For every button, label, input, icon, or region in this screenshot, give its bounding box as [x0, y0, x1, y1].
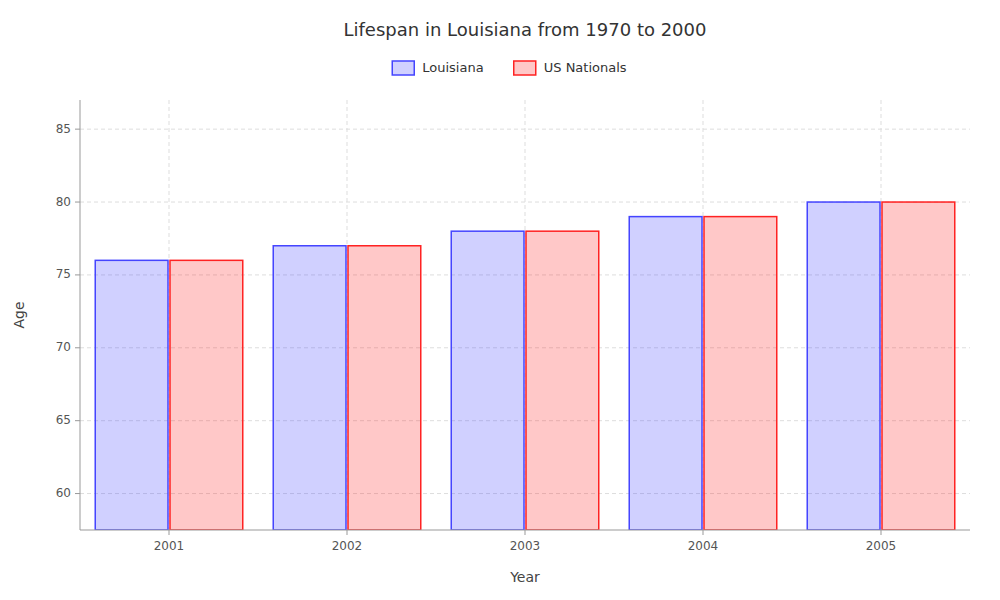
x-tick — [525, 530, 526, 535]
bar — [629, 217, 702, 530]
bar — [273, 246, 346, 530]
x-tick-label: 2001 — [154, 539, 185, 553]
x-tick — [347, 530, 348, 535]
y-tick — [75, 347, 80, 348]
y-tick — [75, 493, 80, 494]
legend-label: US Nationals — [544, 60, 627, 75]
chart-container: 60 65 70 75 80 85 2001 2002 2003 2004 2005 Year Age L… — [0, 0, 1000, 600]
background — [0, 0, 1000, 600]
y-tick — [75, 129, 80, 130]
legend-swatch — [514, 61, 536, 75]
bars — [95, 202, 955, 530]
bar — [170, 260, 243, 530]
bar — [807, 202, 880, 530]
x-axis-label: Year — [509, 569, 540, 585]
legend-swatch — [392, 61, 414, 75]
x-tick-label: 2005 — [866, 539, 897, 553]
bar — [882, 202, 955, 530]
bar — [704, 217, 777, 530]
grid — [80, 100, 970, 530]
x-tick-label: 2004 — [688, 539, 719, 553]
bar — [348, 246, 421, 530]
x-tick — [169, 530, 170, 535]
legend-label: Louisiana — [422, 60, 483, 75]
y-axis-line — [80, 100, 81, 530]
y-tick-label: 70 — [56, 340, 71, 354]
bar — [526, 231, 599, 530]
title: Lifespan in Louisiana from 1970 to 2000 — [344, 19, 707, 40]
x-tick-label: 2002 — [332, 539, 363, 553]
y-tick-label: 75 — [56, 267, 71, 281]
y-tick-label: 65 — [56, 413, 71, 427]
y-axis-label: Age — [11, 301, 27, 328]
y-tick — [75, 202, 80, 203]
y-tick — [75, 420, 80, 421]
y-tick-label: 60 — [56, 486, 71, 500]
legend: Louisiana US Nationals — [392, 60, 627, 76]
y-tick-label: 85 — [56, 122, 71, 136]
bar — [451, 231, 524, 530]
bar — [95, 260, 168, 530]
x-tick — [881, 530, 882, 535]
x-tick — [703, 530, 704, 535]
y-tick — [75, 274, 80, 275]
chart: 60 65 70 75 80 85 2001 2002 2003 2004 2005 Year Age L… — [0, 0, 1000, 600]
y-tick-label: 80 — [56, 195, 71, 209]
x-tick-label: 2003 — [510, 539, 541, 553]
